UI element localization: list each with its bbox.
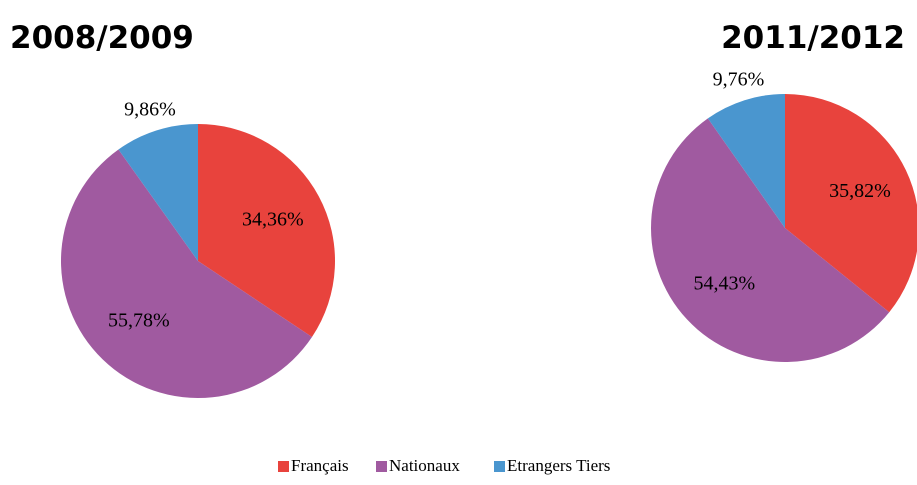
pie-slice xyxy=(198,124,336,338)
legend-label: Nationaux xyxy=(389,456,460,475)
pie-slice xyxy=(650,118,890,363)
chart-title: 2008/2009 xyxy=(10,20,194,56)
data-label: 54,43% xyxy=(693,272,755,294)
legend-swatch xyxy=(494,461,505,472)
legend-swatch xyxy=(376,461,387,472)
data-label: 34,36% xyxy=(242,209,304,231)
chart-title: 2011/2012 xyxy=(721,20,905,56)
data-label: 9,86% xyxy=(124,99,176,121)
pie-slice xyxy=(118,124,198,261)
legend-label: Français xyxy=(291,456,349,475)
pie-slice xyxy=(61,149,312,398)
data-label: 35,82% xyxy=(829,180,891,202)
legend-swatch xyxy=(278,461,289,472)
legend-label: Etrangers Tiers xyxy=(507,456,610,475)
data-label: 9,76% xyxy=(713,69,765,91)
pie-slice xyxy=(785,94,917,313)
pie-slice xyxy=(707,94,785,228)
data-label: 55,78% xyxy=(108,310,170,332)
